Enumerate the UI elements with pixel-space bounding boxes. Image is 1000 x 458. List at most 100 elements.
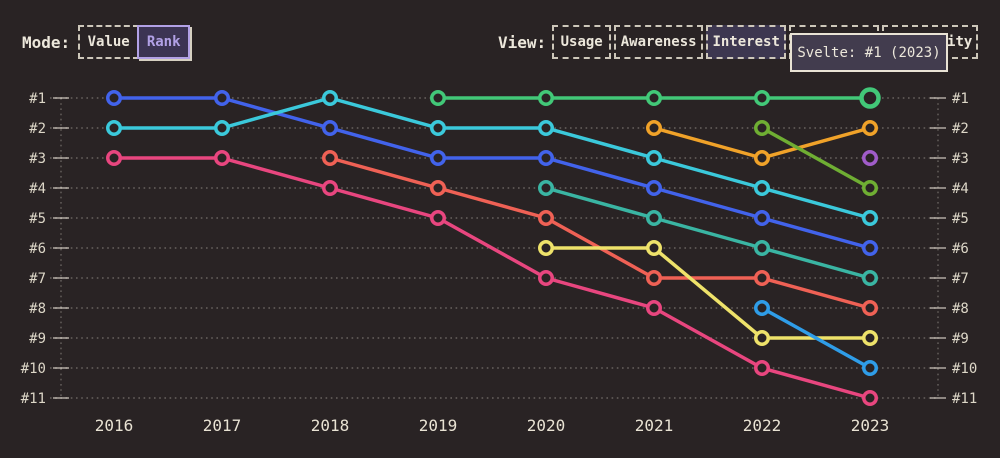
rank-label-right: #1 — [952, 91, 969, 107]
data-point-sky-blue[interactable] — [862, 360, 878, 376]
data-point-pink[interactable] — [106, 150, 122, 166]
rank-label-right: #4 — [952, 181, 969, 197]
data-point-royal-blue[interactable] — [862, 240, 878, 256]
data-point-pink[interactable] — [430, 210, 446, 226]
series-line-pink — [112, 156, 872, 400]
data-point-cyan[interactable] — [754, 180, 770, 196]
data-point-salmon[interactable] — [430, 180, 446, 196]
rank-label-right: #10 — [952, 361, 977, 377]
data-point-teal[interactable] — [538, 180, 554, 196]
data-point-highlighted-svelte-green[interactable] — [859, 87, 881, 109]
rank-label-right: #8 — [952, 301, 969, 317]
series-line-sky-blue — [760, 306, 872, 370]
data-point-cyan[interactable] — [430, 120, 446, 136]
data-point-purple[interactable] — [862, 150, 878, 166]
data-point-royal-blue[interactable] — [106, 90, 122, 106]
data-point-sky-blue[interactable] — [754, 300, 770, 316]
view-option-awareness[interactable]: Awareness — [614, 25, 704, 59]
series-line-teal — [544, 186, 872, 280]
data-point-yellow[interactable] — [754, 330, 770, 346]
year-label: 2017 — [203, 416, 242, 435]
data-point-amber[interactable] — [862, 120, 878, 136]
data-point-salmon[interactable] — [754, 270, 770, 286]
data-point-royal-blue[interactable] — [754, 210, 770, 226]
rank-label-left: #5 — [29, 211, 46, 227]
data-point-olive-green[interactable] — [862, 180, 878, 196]
year-label: 2023 — [851, 416, 890, 435]
rank-label-left: #4 — [29, 181, 46, 197]
rank-label-left: #1 — [29, 91, 46, 107]
series-line-olive-green — [760, 126, 872, 190]
data-point-yellow[interactable] — [646, 240, 662, 256]
data-point-teal[interactable] — [646, 210, 662, 226]
mode-label: Mode: — [22, 32, 71, 52]
data-point-olive-green[interactable] — [754, 120, 770, 136]
rank-label-right: #11 — [952, 391, 977, 407]
series-line-cyan — [112, 96, 872, 220]
data-point-cyan[interactable] — [106, 120, 122, 136]
data-point-royal-blue[interactable] — [322, 120, 338, 136]
rank-label-right: #3 — [952, 151, 969, 167]
data-point-pink[interactable] — [538, 270, 554, 286]
data-point-cyan[interactable] — [646, 150, 662, 166]
mode-option-value[interactable]: Value — [78, 25, 140, 59]
data-point-yellow[interactable] — [538, 240, 554, 256]
data-point-cyan[interactable] — [214, 120, 230, 136]
data-point-pink[interactable] — [214, 150, 230, 166]
year-label: 2016 — [95, 416, 134, 435]
data-point-teal[interactable] — [862, 270, 878, 286]
data-point-royal-blue[interactable] — [214, 90, 230, 106]
data-point-cyan[interactable] — [862, 210, 878, 226]
year-label: 2020 — [527, 416, 566, 435]
rank-label-right: #6 — [952, 241, 969, 257]
view-label: View: — [498, 32, 547, 52]
data-point-royal-blue[interactable] — [646, 180, 662, 196]
chart-tooltip-text: Svelte: #1 (2023) — [797, 44, 941, 61]
view-option-interest[interactable]: Interest — [706, 25, 787, 59]
data-point-royal-blue[interactable] — [538, 150, 554, 166]
rank-label-right: #2 — [952, 121, 969, 137]
rank-label-right: #9 — [952, 331, 969, 347]
data-point-svelte-green[interactable] — [754, 90, 770, 106]
rank-label-right: #7 — [952, 271, 969, 287]
data-point-cyan[interactable] — [322, 90, 338, 106]
data-point-svelte-green[interactable] — [430, 90, 446, 106]
rank-label-left: #2 — [29, 121, 46, 137]
data-point-pink[interactable] — [862, 390, 878, 406]
data-point-svelte-green[interactable] — [646, 90, 662, 106]
data-point-pink[interactable] — [322, 180, 338, 196]
series-line-salmon — [328, 156, 872, 310]
rank-label-left: #8 — [29, 301, 46, 317]
mode-buttons: Value Rank — [78, 25, 191, 59]
data-point-salmon[interactable] — [538, 210, 554, 226]
data-point-pink[interactable] — [646, 300, 662, 316]
rank-label-left: #10 — [21, 361, 46, 377]
rank-label-left: #7 — [29, 271, 46, 287]
year-label: 2022 — [743, 416, 782, 435]
data-point-salmon[interactable] — [862, 300, 878, 316]
chart-tooltip: Svelte: #1 (2023) — [790, 33, 948, 72]
mode-option-rank[interactable]: Rank — [137, 25, 191, 59]
rank-label-right: #5 — [952, 211, 969, 227]
rank-label-left: #3 — [29, 151, 46, 167]
data-point-svelte-green[interactable] — [538, 90, 554, 106]
data-point-teal[interactable] — [754, 240, 770, 256]
data-point-royal-blue[interactable] — [430, 150, 446, 166]
rank-label-left: #11 — [21, 391, 46, 407]
data-point-yellow[interactable] — [862, 330, 878, 346]
data-point-amber[interactable] — [646, 120, 662, 136]
rank-label-left: #6 — [29, 241, 46, 257]
data-point-amber[interactable] — [754, 150, 770, 166]
year-label: 2019 — [419, 416, 458, 435]
rank-label-left: #9 — [29, 331, 46, 347]
year-label: 2021 — [635, 416, 674, 435]
mode-toggle-group: Mode: Value Rank — [22, 25, 191, 59]
data-point-salmon[interactable] — [322, 150, 338, 166]
data-point-pink[interactable] — [754, 360, 770, 376]
series-line-royal-blue — [112, 96, 872, 250]
data-point-salmon[interactable] — [646, 270, 662, 286]
view-option-usage[interactable]: Usage — [552, 25, 612, 59]
data-point-cyan[interactable] — [538, 120, 554, 136]
